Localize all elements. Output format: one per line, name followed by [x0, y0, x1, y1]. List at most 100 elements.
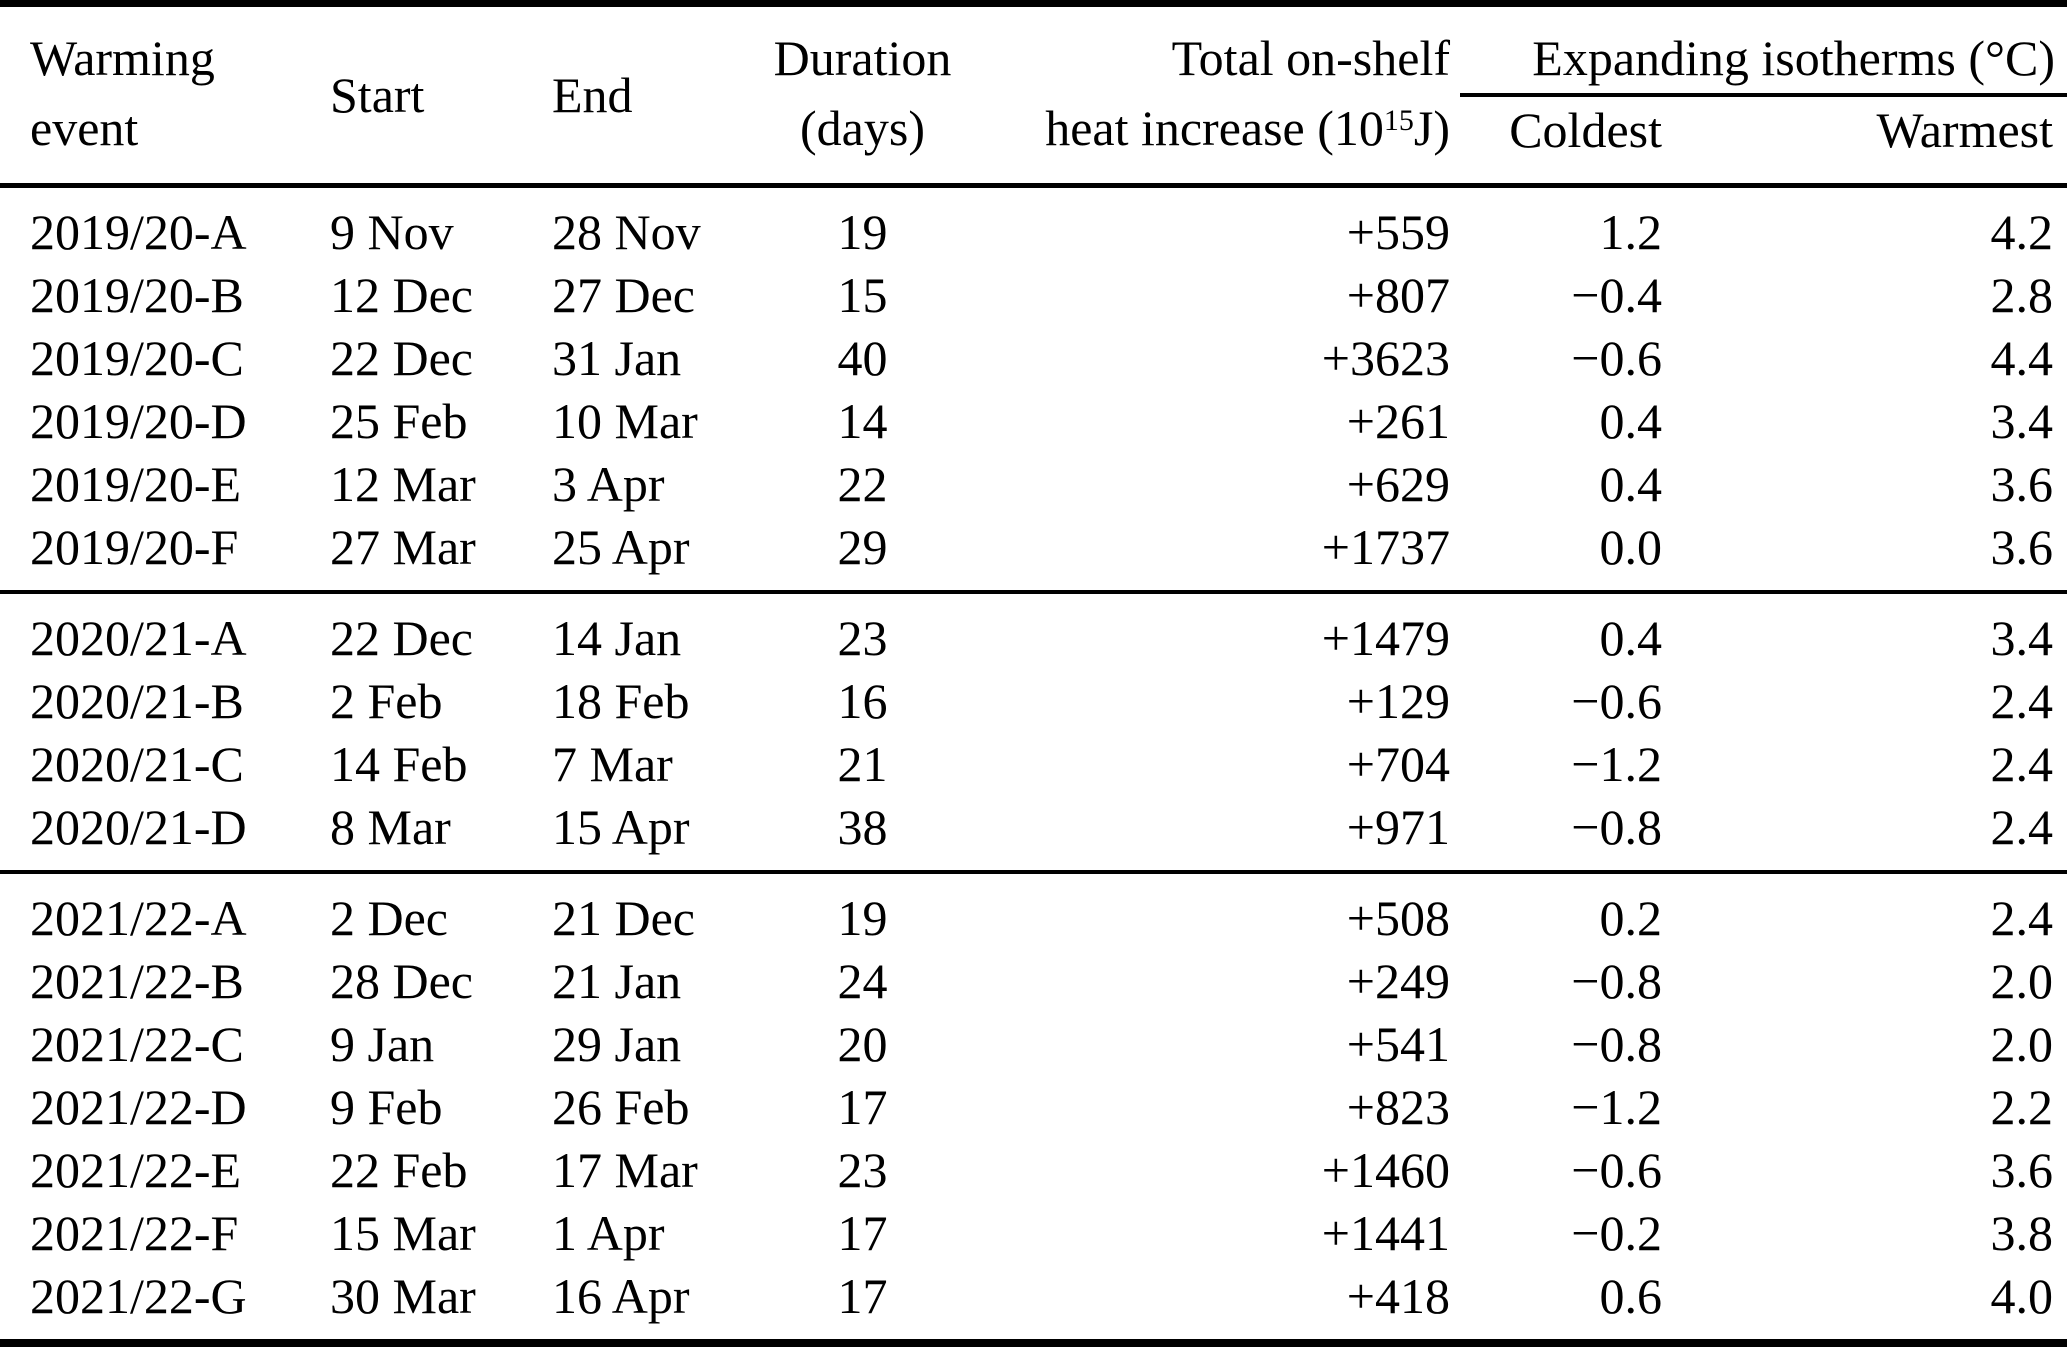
cell-heat-increase: +807 [1346, 267, 1450, 323]
table-row: 2021/22-E 22 Feb 17 Mar 23 +1460 −0.6 3.… [0, 1138, 2067, 1201]
table-row: 2019/20-D 25 Feb 10 Mar 14 +261 0.4 3.4 [0, 389, 2067, 452]
cell-heat-increase: +261 [1346, 393, 1450, 449]
table-row: 2019/20-B 12 Dec 27 Dec 15 +807 −0.4 2.8 [0, 263, 2067, 326]
cell-start-date: 9 Feb [330, 1079, 443, 1135]
cell-duration-days: 17 [837, 1268, 888, 1324]
cell-end-date: 31 Jan [552, 330, 682, 386]
cell-warmest-isotherm: 4.4 [1990, 330, 2054, 386]
cell-coldest-isotherm: −1.2 [1571, 736, 1662, 792]
cell-start-date: 30 Mar [330, 1268, 476, 1324]
col-header-heat-line2: heat increase (1015J) [965, 95, 1460, 188]
cell-end-date: 16 Apr [552, 1268, 690, 1324]
cell-start-date: 25 Feb [330, 393, 468, 449]
cell-warmest-isotherm: 3.6 [1990, 519, 2054, 575]
cell-end-date: 15 Apr [552, 799, 690, 855]
cell-coldest-isotherm: 1.2 [1599, 204, 1663, 260]
season-block-2021-22: 2021/22-A 2 Dec 21 Dec 19 +508 0.2 2.4 2… [0, 870, 2067, 1343]
cell-start-date: 15 Mar [330, 1205, 476, 1261]
cell-duration-days: 16 [837, 673, 888, 729]
cell-start-date: 12 Dec [330, 267, 473, 323]
cell-warming-event: 2020/21-B [30, 673, 244, 729]
cell-duration-days: 21 [837, 736, 888, 792]
cell-heat-increase: +541 [1346, 1016, 1450, 1072]
cell-warmest-isotherm: 3.6 [1990, 1142, 2054, 1198]
cell-duration-days: 15 [837, 267, 888, 323]
cell-warming-event: 2019/20-B [30, 267, 244, 323]
table-header: Warming Start End Duration Total on-shel… [0, 3, 2067, 188]
col-header-coldest: Coldest [1460, 95, 1670, 188]
cell-heat-increase: +3623 [1321, 330, 1450, 386]
cell-warming-event: 2020/21-A [0, 590, 320, 669]
cell-warmest-isotherm: 3.4 [1990, 393, 2054, 449]
season-block-2019-20: 2019/20-A 9 Nov 28 Nov 19 +559 1.2 4.2 2… [0, 186, 2067, 593]
col-header-expanding-isotherms: Expanding isotherms (°C) [1460, 3, 2067, 97]
cell-heat-increase: +559 [1346, 204, 1450, 260]
cell-duration-days: 38 [837, 799, 888, 855]
cell-start-date: 28 Dec [330, 953, 473, 1009]
cell-heat-increase: +704 [1346, 736, 1450, 792]
cell-heat-increase: +508 [965, 870, 1460, 949]
cell-end-date: 10 Mar [552, 393, 698, 449]
col-header-warming-line2: event [0, 95, 320, 188]
cell-duration-days: 19 [837, 204, 888, 260]
col-header-end: End [545, 3, 760, 188]
col-header-duration-line1: Duration [773, 30, 952, 86]
table-row: 2021/22-A 2 Dec 21 Dec 19 +508 0.2 2.4 [0, 870, 2067, 949]
cell-heat-increase: +249 [1346, 953, 1450, 1009]
cell-heat-increase: +1460 [1321, 1142, 1450, 1198]
table-row: 2020/21-C 14 Feb 7 Mar 21 +704 −1.2 2.4 [0, 732, 2067, 795]
cell-warming-event: 2021/22-C [30, 1016, 244, 1072]
heat-unit-suffix: J) [1413, 100, 1450, 156]
cell-warmest-isotherm: 3.6 [1990, 456, 2054, 512]
table-row: 2021/22-G 30 Mar 16 Apr 17 +418 0.6 4.0 [0, 1264, 2067, 1343]
heat-unit-exponent: 15 [1383, 104, 1414, 137]
cell-warmest-isotherm: 2.8 [1990, 267, 2054, 323]
table-row: 2020/21-D 8 Mar 15 Apr 38 +971 −0.8 2.4 [0, 795, 2067, 872]
cell-warming-event: 2021/22-G [30, 1268, 247, 1324]
col-header-warming-line1: Warming [30, 30, 215, 86]
cell-duration-days: 23 [837, 1142, 888, 1198]
cell-warmest-isotherm: 2.4 [1990, 673, 2054, 729]
cell-heat-increase: +1441 [1321, 1205, 1450, 1261]
cell-start-date: 8 Mar [330, 799, 451, 855]
cell-warming-event: 2019/20-E [30, 456, 242, 512]
cell-duration-days: 20 [837, 1016, 888, 1072]
cell-end-date: 25 Apr [552, 519, 690, 575]
header-row-1: Warming Start End Duration Total on-shel… [0, 3, 2067, 188]
cell-coldest-isotherm: 0.4 [1599, 393, 1663, 449]
cell-coldest-isotherm: 0.4 [1599, 456, 1663, 512]
col-header-start: Start [320, 3, 545, 188]
cell-coldest-isotherm: 0.6 [1599, 1268, 1663, 1324]
cell-start-date: 22 Dec [320, 590, 545, 669]
table-row: 2019/20-E 12 Mar 3 Apr 22 +629 0.4 3.6 [0, 452, 2067, 515]
cell-coldest-isotherm: −0.2 [1571, 1205, 1662, 1261]
cell-warming-event: 2021/22-B [30, 953, 244, 1009]
cell-end-date: 17 Mar [552, 1142, 698, 1198]
cell-warming-event: 2019/20-D [30, 393, 247, 449]
cell-duration-days: 24 [837, 953, 888, 1009]
cell-warming-event: 2021/22-D [30, 1079, 247, 1135]
cell-duration-days: 14 [837, 393, 888, 449]
table-row: 2020/21-B 2 Feb 18 Feb 16 +129 −0.6 2.4 [0, 669, 2067, 732]
cell-coldest-isotherm: −1.2 [1571, 1079, 1662, 1135]
cell-duration-days: 29 [837, 519, 888, 575]
cell-start-date: 12 Mar [330, 456, 476, 512]
cell-warmest-isotherm: 2.4 [1670, 870, 2067, 949]
cell-start-date: 2 Feb [330, 673, 443, 729]
table-row: 2019/20-F 27 Mar 25 Apr 29 +1737 0.0 3.6 [0, 515, 2067, 592]
cell-end-date: 3 Apr [552, 456, 665, 512]
cell-coldest-isotherm: −0.8 [1571, 1016, 1662, 1072]
cell-start-date: 27 Mar [330, 519, 476, 575]
cell-start-date: 9 Jan [330, 1016, 435, 1072]
cell-warmest-isotherm: 3.4 [1670, 590, 2067, 669]
cell-warming-event: 2019/20-F [30, 519, 239, 575]
cell-end-date: 27 Dec [552, 267, 695, 323]
cell-coldest-isotherm: −0.6 [1571, 330, 1662, 386]
cell-end-date: 29 Jan [552, 1016, 682, 1072]
header-row-2: event (days) heat increase (1015J) Colde… [0, 95, 2067, 188]
cell-duration-days: 40 [837, 330, 888, 386]
cell-warming-event: 2021/22-E [30, 1142, 242, 1198]
cell-heat-increase: +629 [1346, 456, 1450, 512]
